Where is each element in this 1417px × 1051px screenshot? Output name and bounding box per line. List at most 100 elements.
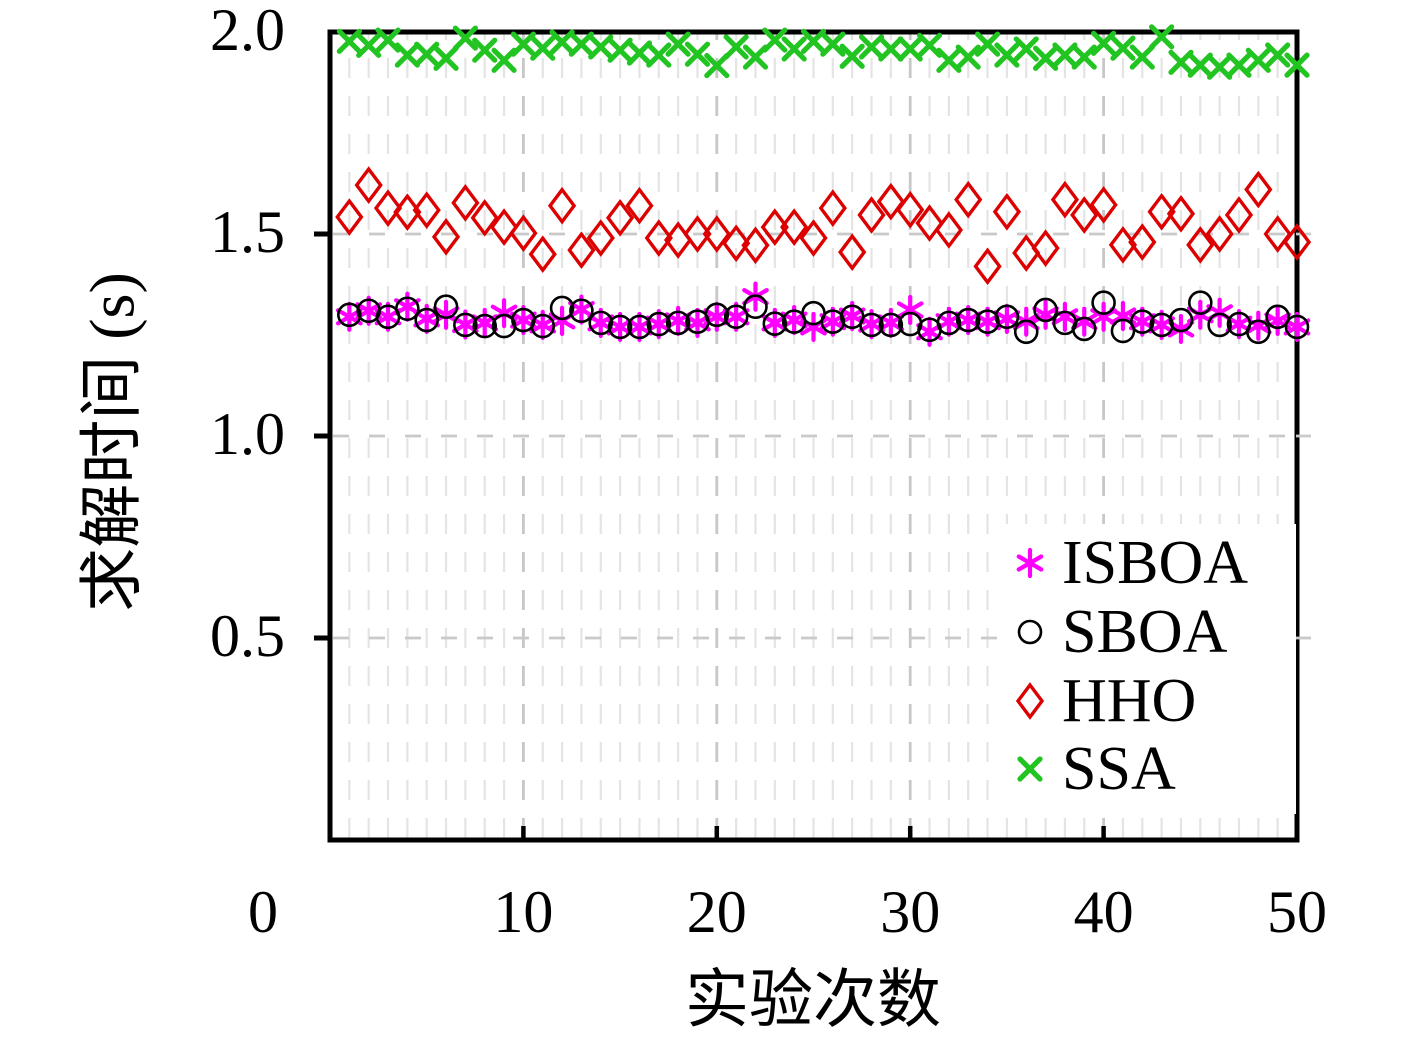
diamond-marker <box>1224 196 1254 234</box>
diamond-marker <box>896 190 925 229</box>
diamond-marker <box>722 224 751 263</box>
x-marker <box>781 36 807 62</box>
x-marker <box>704 52 730 79</box>
axis-tick-labels: 0 10 20 30 40 50 0.5 1.0 1.5 2.0 <box>210 0 1327 945</box>
circle-marker <box>1284 314 1310 340</box>
diamond-marker <box>1147 192 1176 231</box>
diamond-marker <box>741 226 770 265</box>
x-marker <box>1129 44 1155 70</box>
y-axis-title: 求解时间 (s) <box>77 272 148 612</box>
x-marker <box>510 31 536 57</box>
x-tick-label: 20 <box>687 879 747 945</box>
x-marker <box>588 34 614 60</box>
legend-item-ISBOA: ISBOA <box>1016 529 1248 597</box>
x-marker <box>1265 42 1291 68</box>
x-marker <box>452 25 478 51</box>
diamond-marker <box>644 219 673 257</box>
x-tick-label: 40 <box>1074 879 1134 945</box>
asterisk-marker <box>1283 311 1311 343</box>
diamond-marker <box>1244 170 1273 209</box>
circle-marker <box>530 313 556 339</box>
diamond-marker <box>1263 215 1292 253</box>
x-marker <box>742 44 769 70</box>
legend-label-HHO: HHO <box>1062 667 1196 735</box>
diamond-marker <box>1186 226 1215 264</box>
x-marker <box>1284 52 1310 78</box>
circle-marker <box>1265 304 1290 330</box>
diamond-marker <box>1205 215 1234 253</box>
circle-marker <box>337 302 362 328</box>
x-marker <box>472 37 498 63</box>
circle-marker <box>936 310 962 336</box>
x-marker <box>878 36 904 62</box>
x-marker <box>530 35 556 61</box>
x-marker <box>1071 44 1097 70</box>
diamond-marker <box>702 215 731 253</box>
circle-marker <box>1017 619 1043 645</box>
diamond-marker <box>354 166 383 204</box>
x-marker <box>607 37 633 63</box>
x-marker <box>375 27 401 53</box>
diamond-marker <box>876 182 905 221</box>
diamond-marker <box>567 231 596 269</box>
x-marker <box>916 32 943 58</box>
series-HHO <box>335 166 1312 286</box>
diamond-marker <box>1050 180 1080 219</box>
x-marker <box>1091 30 1117 56</box>
x-marker <box>1013 36 1039 62</box>
axis-ticks <box>314 231 1311 840</box>
circle-marker <box>588 310 614 336</box>
legend-item-SBOA: SBOA <box>1017 598 1228 666</box>
x-marker <box>955 44 981 70</box>
diamond-marker <box>1166 194 1196 233</box>
x-marker <box>646 42 672 68</box>
circle-marker <box>627 314 652 340</box>
diamond-marker <box>528 235 557 274</box>
diamond-marker <box>625 186 654 225</box>
x-marker <box>1149 24 1175 50</box>
diamond-marker <box>973 247 1002 286</box>
diamond-marker <box>489 208 519 246</box>
diamond-marker <box>1128 223 1157 261</box>
circle-marker <box>646 311 672 337</box>
diamond-marker <box>760 208 789 246</box>
diamond-marker <box>1282 223 1312 261</box>
diamond-marker <box>1070 196 1099 234</box>
x-tick-label: 50 <box>1267 879 1327 945</box>
y-tick-label: 2.0 <box>210 0 285 63</box>
legend-label-ISBOA: ISBOA <box>1062 529 1248 597</box>
asterisk-marker <box>896 294 924 326</box>
x-marker <box>974 31 1001 57</box>
x-marker <box>433 45 459 71</box>
diamond-marker <box>547 186 577 225</box>
circle-marker <box>433 294 459 320</box>
circle-marker <box>723 304 749 330</box>
legend-background <box>1000 524 1296 814</box>
circle-marker <box>859 312 884 338</box>
x-marker <box>800 28 827 54</box>
diamond-marker <box>954 180 983 219</box>
asterisk-marker <box>1016 547 1044 579</box>
circle-marker <box>762 311 788 336</box>
x-marker <box>723 34 749 60</box>
diamond-marker <box>451 184 480 222</box>
x-marker <box>1207 54 1233 80</box>
x-marker <box>568 31 595 57</box>
diamond-marker <box>992 192 1022 231</box>
y-tick-label: 0.5 <box>210 603 285 669</box>
circle-marker <box>994 304 1020 330</box>
circle-marker <box>665 310 691 336</box>
legend-item-SSA: SSA <box>1017 735 1176 803</box>
diamond-marker <box>1015 682 1045 720</box>
x-axis-title: 实验次数 <box>685 965 941 1036</box>
x-marker <box>1110 35 1136 61</box>
circle-marker <box>549 295 575 321</box>
circle-marker <box>472 313 498 339</box>
circle-marker <box>569 298 594 324</box>
diamond-marker <box>838 233 867 272</box>
circle-marker <box>704 302 730 328</box>
circle-marker <box>1013 319 1039 345</box>
x-marker <box>414 41 440 67</box>
legend-label-SSA: SSA <box>1062 735 1176 803</box>
